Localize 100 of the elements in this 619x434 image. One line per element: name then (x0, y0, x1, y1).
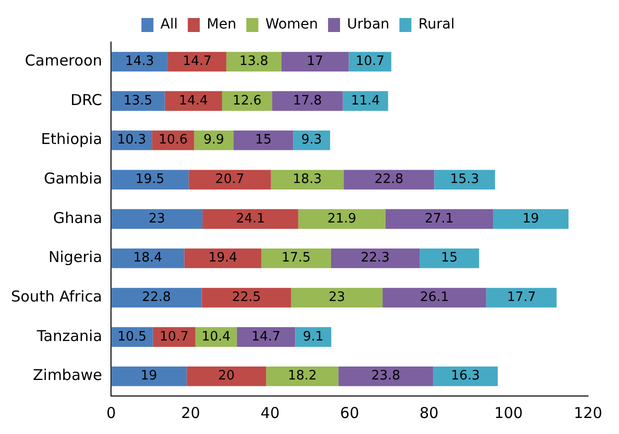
bar (281, 52, 349, 72)
bar (234, 130, 294, 150)
bar (270, 170, 344, 190)
bar (236, 327, 296, 347)
bar (420, 248, 480, 268)
legend-label: Urban (347, 16, 390, 33)
data-label: 20.7 (215, 172, 244, 188)
data-label: 10.4 (202, 329, 231, 344)
data-label: 10.7 (160, 329, 189, 344)
y-tick-label: DRC (70, 90, 102, 109)
x-tick-label: 100 (494, 404, 523, 422)
bar (111, 366, 187, 386)
data-label: 13.8 (239, 54, 268, 70)
data-label: 18.4 (133, 250, 162, 266)
data-label: 17.5 (282, 250, 311, 266)
bar (298, 209, 386, 229)
y-tick-label: Tanzania (36, 326, 102, 345)
data-label: 18.3 (292, 172, 322, 188)
bar (202, 209, 298, 229)
data-label: 9.1 (302, 329, 324, 344)
bar (486, 288, 557, 308)
data-label: 13.5 (123, 93, 152, 108)
data-label: 26.1 (420, 290, 449, 306)
data-label: 10.7 (356, 54, 385, 70)
legend-label: Men (206, 16, 236, 33)
y-tick-label: Cameroon (24, 52, 102, 70)
x-tick-label: 120 (574, 404, 602, 422)
data-label: 9.3 (301, 132, 322, 148)
y-tick-label: Nigeria (48, 248, 102, 266)
data-label: 10.5 (118, 329, 146, 344)
data-label: 22.5 (232, 290, 261, 306)
data-label: 23 (148, 211, 166, 226)
y-tick-label: Zimbawe (32, 366, 102, 384)
y-tick-label: Ethiopia (41, 130, 102, 148)
data-label: 15 (441, 250, 458, 266)
bar (184, 248, 262, 268)
data-label: 10.6 (158, 132, 188, 148)
bar (261, 248, 331, 268)
bar (111, 91, 165, 111)
bar (493, 209, 569, 229)
bar (164, 91, 222, 111)
bar (382, 288, 486, 308)
data-label: 14.4 (178, 93, 208, 108)
bar (186, 366, 266, 386)
data-label: 19.5 (135, 172, 164, 188)
data-label: 21.9 (327, 211, 356, 226)
data-label: 16.3 (450, 368, 480, 384)
bar (152, 327, 196, 347)
y-tick-label: Gambia (44, 170, 102, 188)
y-tick-label: South Africa (10, 288, 102, 306)
data-label: 20 (218, 368, 235, 384)
data-label: 17.7 (506, 290, 536, 306)
data-label: 22.8 (142, 290, 171, 306)
data-label: 22.3 (360, 250, 390, 266)
x-tick-label: 80 (420, 404, 439, 422)
bar (385, 209, 494, 229)
x-tick-label: 20 (181, 404, 200, 422)
bar (168, 52, 226, 72)
bar (291, 288, 383, 308)
bar (338, 366, 434, 386)
data-label: 10.3 (117, 132, 146, 148)
x-tick-label: 0 (106, 404, 116, 422)
data-label: 17 (306, 54, 324, 70)
data-label: 12.6 (232, 93, 262, 108)
bar (202, 288, 292, 308)
data-label: 9.9 (204, 132, 224, 148)
data-label: 17.8 (292, 93, 322, 108)
bar (111, 170, 189, 190)
data-label: 14.3 (125, 54, 154, 70)
data-label: 22.8 (374, 172, 404, 188)
bar (266, 366, 338, 386)
data-label: 15 (255, 132, 272, 148)
legend-label: Rural (418, 16, 455, 33)
legend-label: Women (265, 16, 318, 33)
bar (344, 170, 434, 190)
bar (111, 248, 184, 268)
bar (330, 248, 420, 268)
data-label: 19 (522, 211, 540, 226)
data-label: 19.4 (208, 250, 238, 266)
bar (188, 170, 271, 190)
data-label: 11.4 (350, 93, 380, 108)
x-tick-label: 40 (260, 404, 280, 422)
bar (434, 170, 496, 190)
data-label: 18.2 (288, 368, 317, 384)
data-label: 24.1 (236, 211, 265, 226)
x-tick-label: 60 (340, 404, 360, 422)
data-label: 19 (140, 368, 158, 384)
data-label: 27.1 (424, 211, 454, 226)
bar (272, 91, 343, 111)
bar (295, 327, 332, 347)
bar (111, 209, 203, 229)
legend-label: All (160, 16, 178, 33)
data-label: 23 (328, 290, 346, 306)
data-label: 14.7 (251, 329, 280, 344)
bar (111, 288, 202, 308)
bar (342, 91, 388, 111)
bar (433, 366, 498, 386)
y-tick-label: Ghana (53, 208, 102, 227)
data-label: 15.3 (450, 172, 480, 188)
data-label: 23.8 (371, 368, 400, 384)
